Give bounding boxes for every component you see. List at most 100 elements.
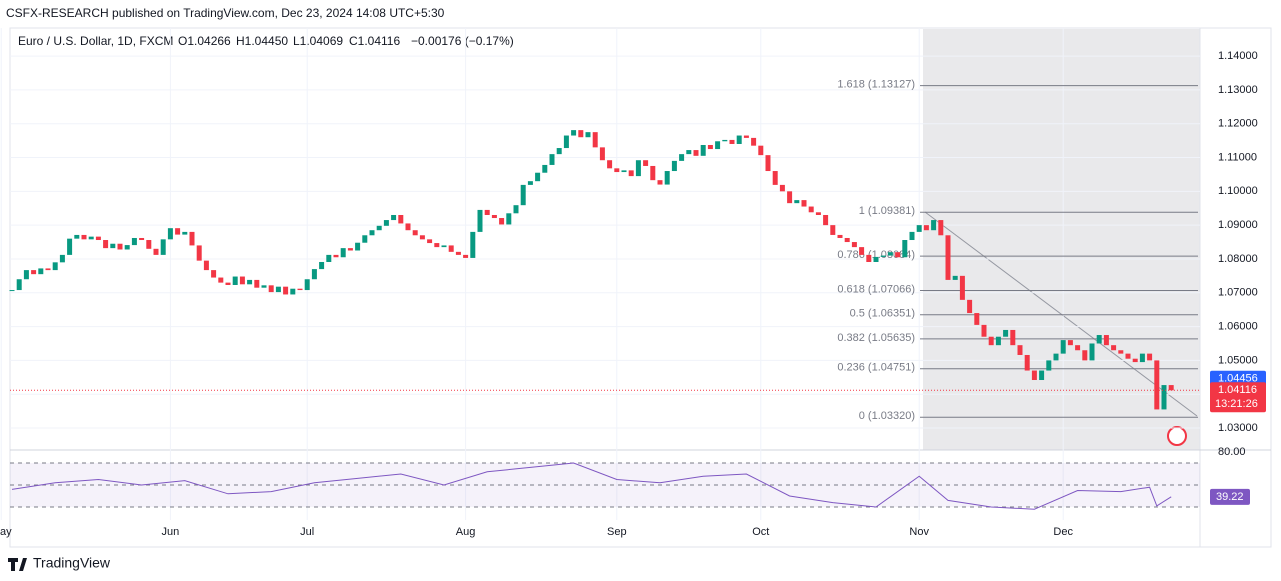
rsi-tick-label: 80.00	[1218, 446, 1246, 458]
candle-body	[391, 214, 397, 221]
y-tick-label: 1.09000	[1218, 219, 1258, 231]
x-tick-label: May	[0, 526, 12, 538]
candle-body	[182, 231, 188, 235]
candle-body	[880, 255, 886, 257]
candle-body	[1082, 350, 1088, 361]
candle-body	[319, 261, 325, 270]
candle-body	[175, 228, 181, 235]
publish-note: CSFX-RESEARCH published on TradingView.c…	[6, 6, 445, 20]
fib-label: 0 (1.03320)	[859, 410, 915, 422]
candle-body	[1132, 358, 1138, 363]
candle-body	[1003, 329, 1009, 337]
candle-body	[1103, 335, 1109, 346]
candle-body	[823, 214, 829, 226]
x-tick-label: Oct	[752, 526, 769, 538]
candle-body	[405, 223, 411, 231]
candle-body	[643, 160, 649, 166]
candle-body	[311, 269, 317, 280]
candle-body	[794, 200, 800, 204]
candle-body	[909, 231, 915, 241]
candle-body	[693, 150, 699, 156]
candle-body	[1147, 353, 1153, 361]
candle-body	[275, 286, 281, 293]
candle-body	[765, 155, 771, 172]
candle-body	[67, 238, 73, 255]
legend: Euro / U.S. Dollar, 1D, FXCM O1.04266 H1…	[18, 34, 514, 48]
fib-label: 0.618 (1.07066)	[837, 283, 915, 295]
candle-body	[333, 254, 339, 258]
candle-body	[124, 245, 130, 250]
candle-body	[1118, 350, 1124, 354]
fib-label: 0.786 (1.08084)	[837, 249, 915, 261]
candle-body	[664, 171, 670, 185]
candle-body	[81, 234, 87, 240]
last-price-tag	[1210, 382, 1266, 413]
candle-body	[347, 248, 353, 251]
candle-body	[686, 150, 692, 155]
candle-body	[837, 234, 843, 238]
candle-body	[16, 279, 22, 291]
candle-body	[657, 180, 663, 185]
candle-body	[103, 240, 109, 249]
candle-body	[247, 279, 253, 285]
y-tick-label: 1.10000	[1218, 185, 1258, 197]
candle-body	[1024, 354, 1030, 371]
candle-body	[23, 270, 29, 280]
candle-body	[1010, 329, 1016, 346]
fib-zone	[923, 29, 1200, 450]
candle-body	[1111, 345, 1117, 351]
candle-body	[599, 147, 605, 161]
candle-body	[585, 132, 591, 138]
candle-body	[621, 170, 627, 173]
tv-logo: TradingView	[8, 555, 111, 571]
candle-body	[542, 164, 548, 173]
candle-body	[110, 243, 116, 249]
candle-body	[808, 206, 814, 213]
ohlc-close: C1.04116	[349, 34, 400, 48]
candle-body	[261, 285, 267, 288]
candle-body	[268, 285, 274, 293]
candle-body	[614, 168, 620, 173]
trend-line	[924, 211, 1198, 417]
candle-body	[139, 237, 145, 241]
candle-body	[383, 220, 389, 226]
candle-body	[700, 144, 706, 156]
countdown: 13:21:26	[1215, 398, 1258, 410]
candle-body	[923, 225, 929, 231]
candle-body	[520, 184, 526, 206]
candle-body	[160, 239, 166, 255]
candle-body	[419, 235, 425, 240]
rsi-tag	[1210, 488, 1250, 505]
candle-body	[196, 245, 202, 261]
logo-mark	[8, 558, 27, 571]
candle-body	[1039, 370, 1045, 381]
flag-icon	[1167, 426, 1187, 446]
fib-label: 0.382 (1.05635)	[837, 332, 915, 344]
candle-body	[650, 165, 656, 181]
candle-body	[362, 235, 368, 243]
y-tick-label: 1.03000	[1218, 422, 1258, 434]
ohlc-open: O1.04266	[178, 34, 231, 48]
candle-body	[671, 160, 677, 172]
candle-body	[556, 148, 562, 155]
y-tick-label: 1.13000	[1218, 84, 1258, 96]
candle-body	[758, 145, 764, 156]
candle-body	[815, 212, 821, 215]
candle-body	[743, 135, 749, 138]
candle-body	[434, 243, 440, 248]
candle-body	[988, 336, 994, 346]
fib-label: 0.5 (1.06351)	[850, 308, 915, 320]
candle-body	[211, 270, 217, 278]
candle-body	[38, 268, 44, 275]
candle-body	[679, 154, 685, 161]
candle-body	[628, 170, 634, 177]
candle-body	[751, 137, 757, 146]
candle-body	[304, 279, 310, 291]
candle-body	[851, 242, 857, 248]
candle-body	[254, 279, 260, 288]
candle-body	[1161, 385, 1167, 410]
chart-frame	[9, 27, 1272, 548]
candle-body	[1096, 335, 1102, 344]
ohlc-low: L1.04069	[293, 34, 343, 48]
